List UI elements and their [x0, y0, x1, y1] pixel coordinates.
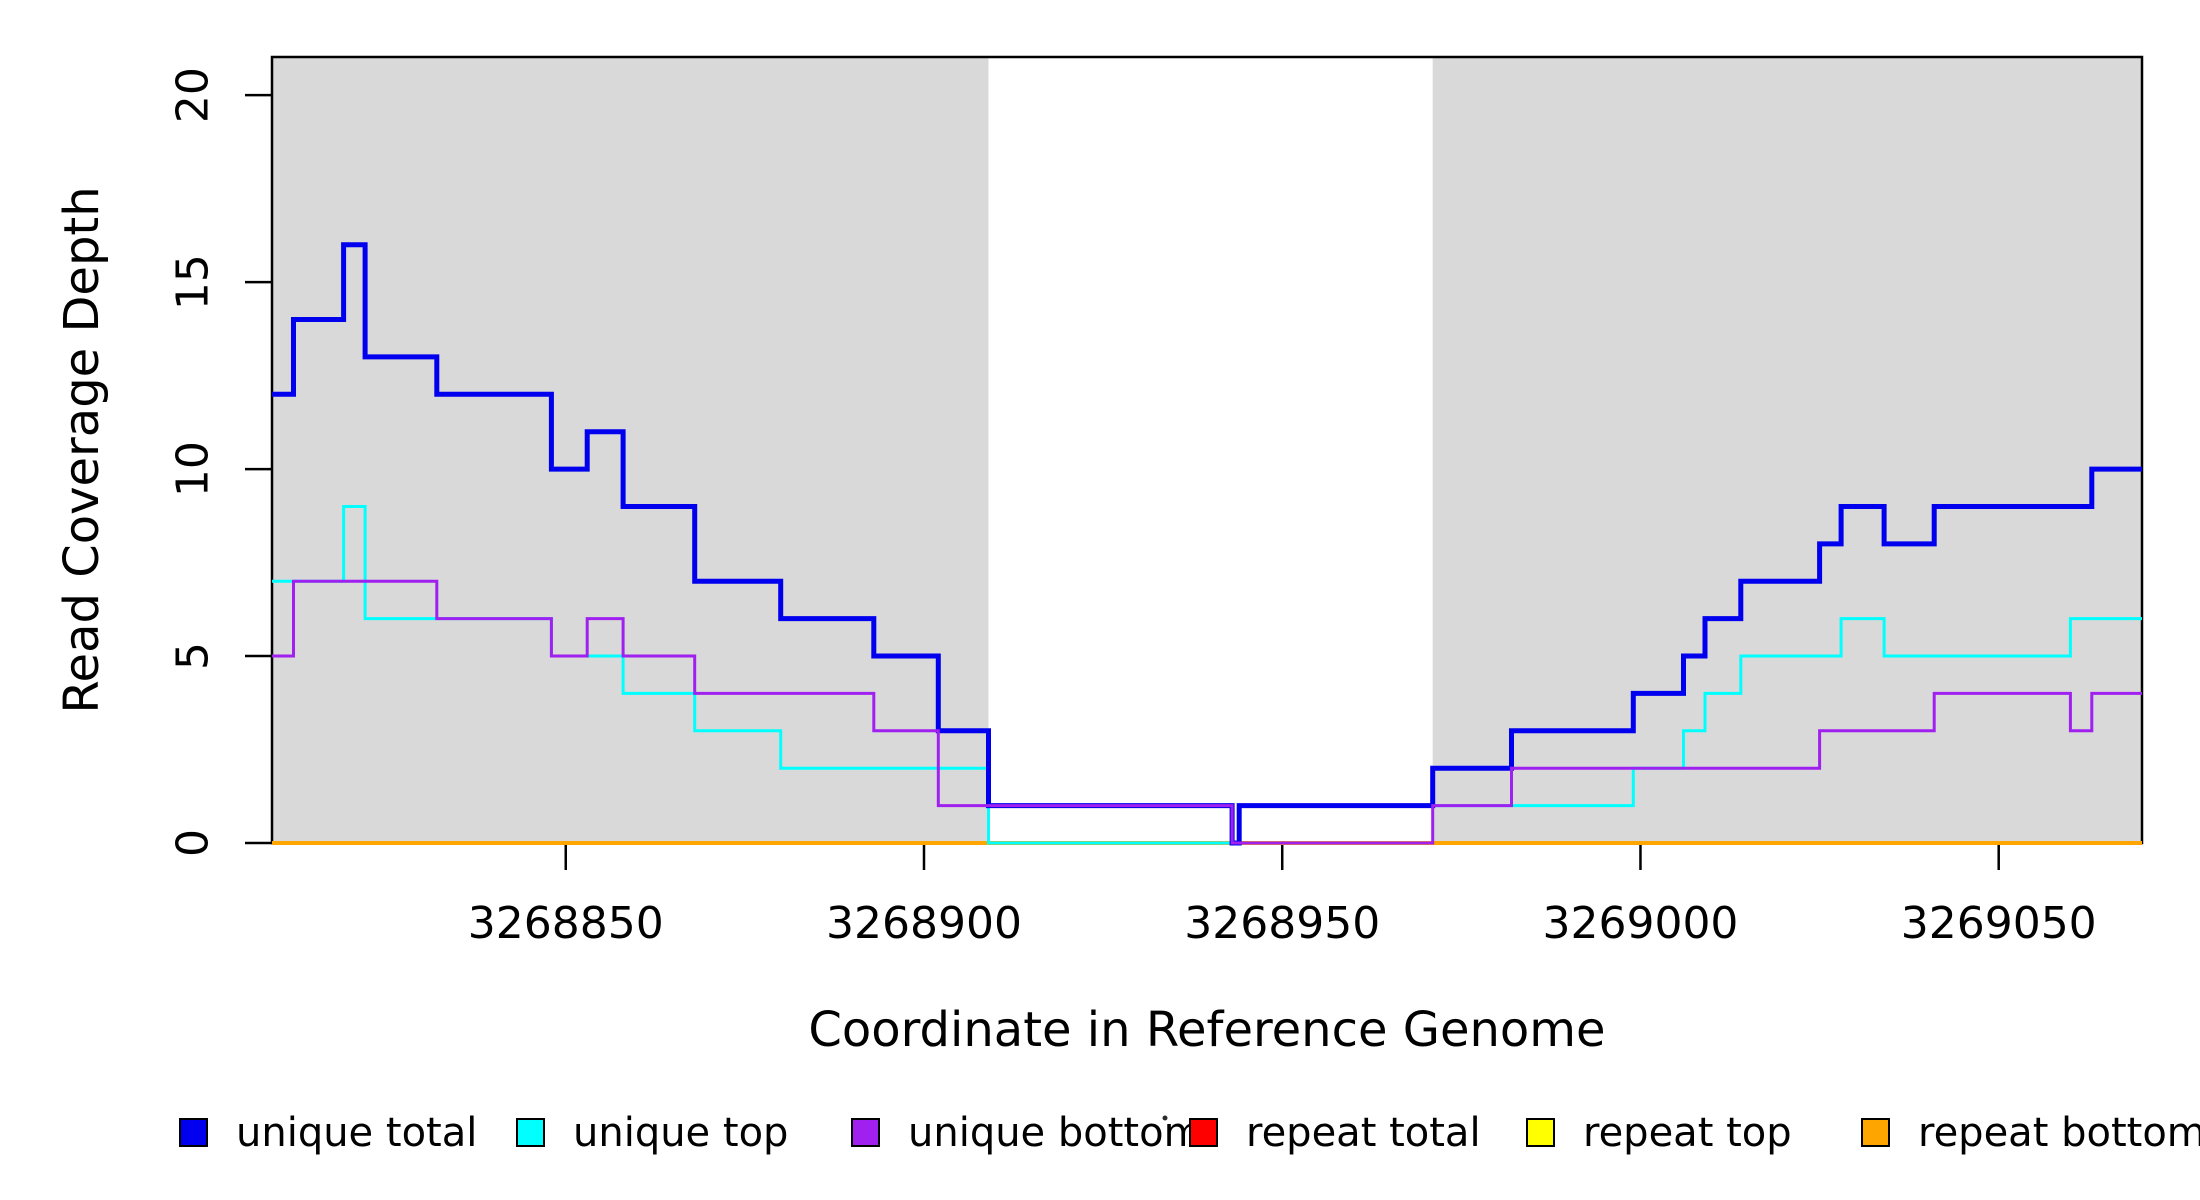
legend-label: unique bottom — [908, 1110, 1203, 1156]
y-tick-label: 20 — [168, 67, 219, 123]
x-axis-title: Coordinate in Reference Genome — [808, 1002, 1605, 1058]
series-unique-bottom — [272, 579, 2142, 845]
legend-swatch-repeat-bottom — [1861, 1118, 1890, 1147]
legend-swatch-unique-bottom — [851, 1118, 880, 1147]
y-tick-label: 15 — [168, 254, 219, 310]
x-tick-label: 3268900 — [826, 898, 1022, 949]
x-tick-label: 3268950 — [1184, 898, 1380, 949]
legend-label: repeat bottom — [1918, 1110, 2200, 1156]
y-tick-label: 0 — [168, 829, 219, 857]
y-tick-label: 5 — [168, 642, 219, 670]
y-tick-label: 10 — [168, 441, 219, 497]
shaded-region — [272, 57, 989, 843]
legend-swatch-repeat-total — [1189, 1118, 1218, 1147]
legend-label: repeat top — [1583, 1110, 1792, 1156]
legend-swatch-unique-top — [516, 1118, 545, 1147]
x-tick-label: 3269000 — [1542, 898, 1738, 949]
legend-swatch-repeat-top — [1526, 1118, 1555, 1147]
legend-label: unique top — [573, 1110, 788, 1156]
x-tick-label: 3269050 — [1901, 898, 2097, 949]
legend-swatch-unique-total — [179, 1118, 208, 1147]
legend-label: unique total — [236, 1110, 477, 1156]
legend-label: repeat total — [1246, 1110, 1481, 1156]
shaded-region — [1432, 57, 2142, 843]
y-axis-title: Read Coverage Depth — [54, 186, 110, 713]
x-tick-label: 3268850 — [468, 898, 664, 949]
stray-dot — [1162, 1115, 1168, 1121]
